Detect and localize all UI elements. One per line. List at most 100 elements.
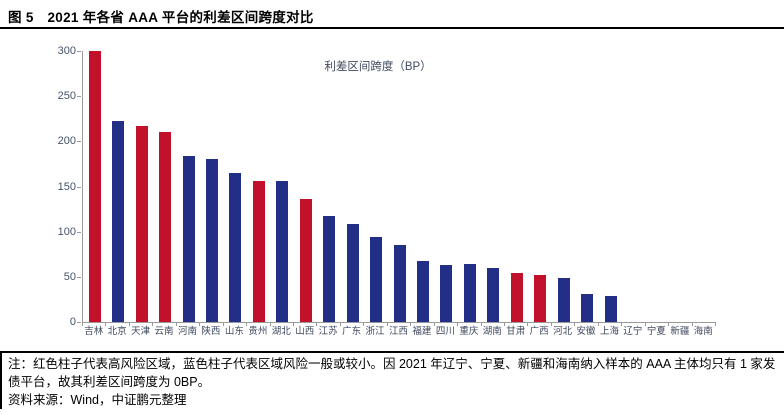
x-axis-tick-mark xyxy=(481,323,482,326)
x-axis-category-label: 山西 xyxy=(295,326,315,337)
y-axis-tick-label: 0 xyxy=(69,316,76,328)
x-axis-tick-mark xyxy=(270,323,271,326)
x-axis-tick-mark xyxy=(363,323,364,326)
chart-bar xyxy=(557,277,570,322)
chart-plot-area xyxy=(82,51,716,323)
x-axis-tick-mark xyxy=(574,323,575,326)
x-axis-category-label: 天津 xyxy=(131,326,151,337)
note-inner: 注：红色柱子代表高风险区域，蓝色柱子代表区域风险一般或较小。因 2021 年辽宁… xyxy=(0,353,784,410)
x-axis-category-label: 陕西 xyxy=(201,326,221,337)
chart-bar xyxy=(440,265,453,322)
x-axis-category-label: 湖北 xyxy=(271,326,291,337)
x-axis-tick-mark xyxy=(645,323,646,326)
x-axis-category-label: 广西 xyxy=(529,326,549,337)
x-axis-tick-mark xyxy=(434,323,435,326)
y-axis-tick-mark xyxy=(77,141,81,142)
y-axis-tick-mark xyxy=(77,322,81,323)
x-axis-tick-mark xyxy=(293,323,294,326)
y-axis-tick-mark xyxy=(77,277,81,278)
chart-bar xyxy=(510,273,523,322)
y-axis-tick-label: 200 xyxy=(57,135,76,148)
chart-bar xyxy=(581,294,594,322)
x-axis-category-label: 河南 xyxy=(177,326,197,337)
x-axis-tick-mark xyxy=(504,323,505,326)
y-axis-tick-label: 300 xyxy=(57,45,76,57)
x-axis-tick-mark xyxy=(410,323,411,326)
x-axis-category-label: 湖南 xyxy=(482,326,502,337)
chart-bar xyxy=(182,155,195,322)
chart-bar xyxy=(416,260,429,322)
x-axis-tick-mark xyxy=(105,323,106,326)
x-axis-tick-mark xyxy=(129,323,130,326)
x-axis-tick-mark xyxy=(387,323,388,326)
x-axis-category-label: 河北 xyxy=(553,326,573,337)
x-axis-tick-mark xyxy=(223,323,224,326)
chart-bar xyxy=(159,132,172,322)
y-axis-tick-mark xyxy=(77,232,81,233)
x-axis-category-label: 上海 xyxy=(599,326,619,337)
chart-bar xyxy=(135,125,148,322)
x-axis-category-label: 重庆 xyxy=(459,326,479,337)
chart-bar xyxy=(205,159,218,322)
x-axis-tick-mark xyxy=(527,323,528,326)
y-axis-tick-mark xyxy=(77,187,81,188)
x-axis-category-label: 江苏 xyxy=(318,326,338,337)
chart-bar xyxy=(346,224,359,322)
figure-title: 图 5 2021 年各省 AAA 平台的利差区间跨度对比 xyxy=(8,10,314,25)
chart-bar xyxy=(299,199,312,322)
x-axis-tick-mark xyxy=(316,323,317,326)
chart-bar xyxy=(323,216,336,322)
x-axis-tick-mark xyxy=(457,323,458,326)
chart-bar xyxy=(112,120,125,322)
chart-bar xyxy=(276,181,289,322)
x-axis-tick-mark xyxy=(551,323,552,326)
y-axis-tick-mark xyxy=(77,96,81,97)
x-axis-category-label: 山东 xyxy=(224,326,244,337)
x-axis-tick-mark xyxy=(340,323,341,326)
x-axis-tick-mark xyxy=(692,323,693,326)
title-divider-line xyxy=(0,27,784,29)
x-axis-category-label: 新疆 xyxy=(670,326,690,337)
x-axis-category-label: 江西 xyxy=(388,326,408,337)
x-axis-tick-mark xyxy=(621,323,622,326)
figure-note: 注：红色柱子代表高风险区域，蓝色柱子代表区域风险一般或较小。因 2021 年辽宁… xyxy=(8,357,776,389)
chart-bar xyxy=(229,172,242,322)
chart-legend-label: 利差区间跨度（BP） xyxy=(324,61,432,73)
x-axis-tick-mark xyxy=(199,323,200,326)
x-axis-tick-mark xyxy=(715,323,716,326)
x-axis-category-label: 吉林 xyxy=(84,326,104,337)
chart-bar xyxy=(252,181,265,322)
x-axis-tick-mark xyxy=(598,323,599,326)
x-axis-tick-mark xyxy=(668,323,669,326)
y-axis-tick-label: 50 xyxy=(63,270,76,283)
y-axis-tick-label: 150 xyxy=(57,180,76,193)
x-axis-category-label: 广东 xyxy=(342,326,362,337)
y-axis-tick-label: 250 xyxy=(57,90,76,103)
chart-bar xyxy=(534,275,547,322)
note-section: 注：红色柱子代表高风险区域，蓝色柱子代表区域风险一般或较小。因 2021 年辽宁… xyxy=(0,351,784,410)
chart-bar xyxy=(463,264,476,322)
x-axis-category-label: 海南 xyxy=(693,326,713,337)
x-axis-category-label: 北京 xyxy=(107,326,127,337)
x-axis-tick-mark xyxy=(246,323,247,326)
x-axis-category-label: 辽宁 xyxy=(623,326,643,337)
y-axis-tick-mark xyxy=(77,51,81,52)
x-axis-tick-mark xyxy=(152,323,153,326)
x-axis-tick-mark xyxy=(82,323,83,326)
x-axis-tick-mark xyxy=(176,323,177,326)
chart-bar xyxy=(88,51,101,322)
x-axis-category-label: 浙江 xyxy=(365,326,385,337)
x-axis-category-label: 安徽 xyxy=(576,326,596,337)
figure-source: 资料来源：Wind，中证鹏元整理 xyxy=(8,392,187,407)
x-axis-category-label: 宁夏 xyxy=(646,326,666,337)
chart-bar xyxy=(487,267,500,322)
x-axis-category-label: 贵州 xyxy=(248,326,268,337)
x-axis-category-label: 四川 xyxy=(435,326,455,337)
x-axis-category-label: 甘肃 xyxy=(506,326,526,337)
x-axis-category-label: 云南 xyxy=(154,326,174,337)
chart-bar xyxy=(370,237,383,322)
chart-bar xyxy=(604,295,617,322)
x-axis-category-label: 福建 xyxy=(412,326,432,337)
y-axis-tick-label: 100 xyxy=(57,225,76,238)
